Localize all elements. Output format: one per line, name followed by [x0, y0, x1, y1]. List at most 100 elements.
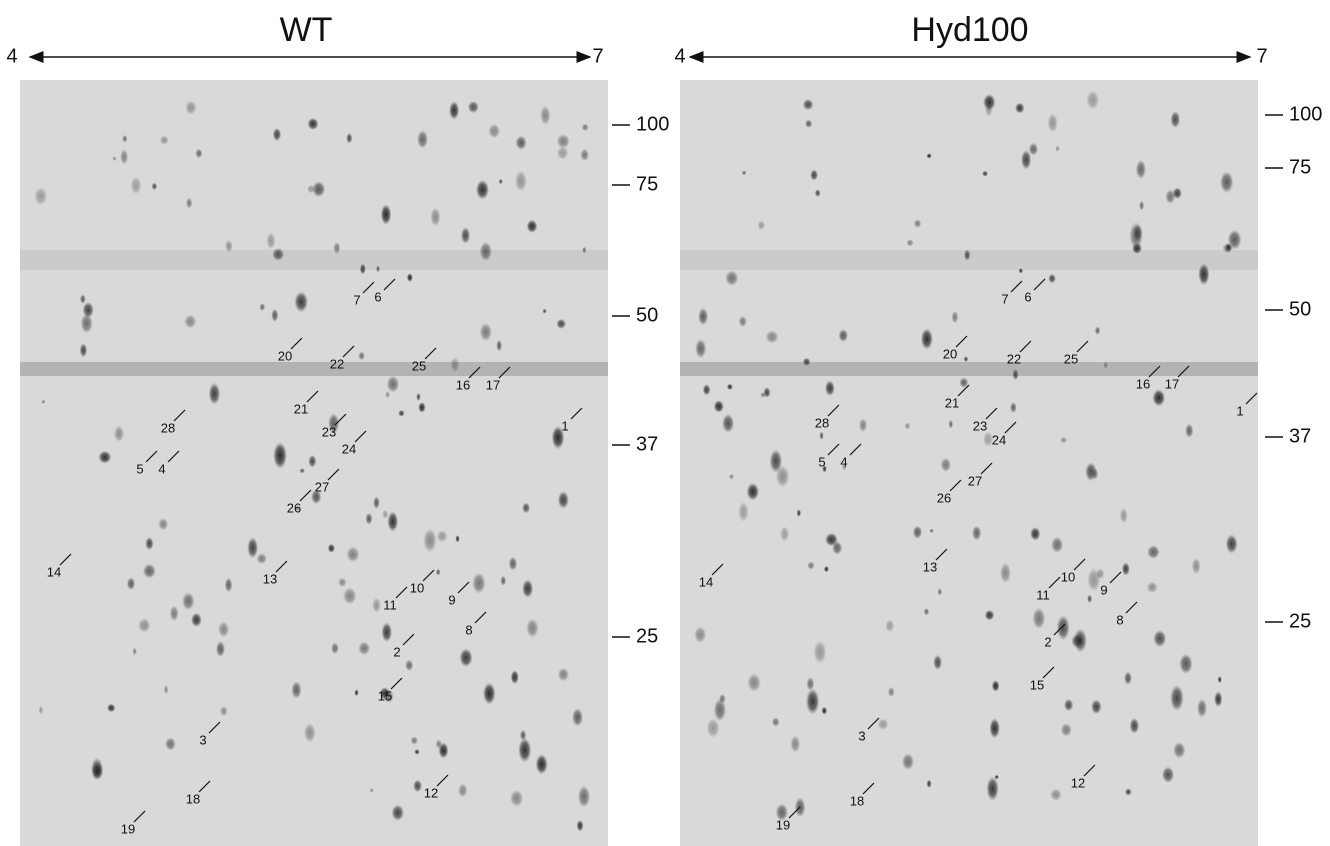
- protein-spot: [163, 685, 169, 695]
- spot-pointer: [208, 721, 221, 734]
- protein-spot: [195, 148, 203, 159]
- spot-pointer: [1004, 421, 1017, 434]
- protein-spot: [887, 686, 895, 698]
- protein-spot: [1121, 562, 1130, 576]
- protein-spot: [514, 170, 527, 192]
- protein-spot: [295, 505, 300, 511]
- spot-pointer: [985, 407, 998, 420]
- spot-label: 27: [968, 473, 982, 488]
- protein-spot: [126, 577, 136, 591]
- protein-spot: [413, 779, 423, 793]
- spot-pointer: [327, 468, 340, 481]
- protein-spot: [82, 301, 94, 318]
- spot-label: 8: [1116, 612, 1123, 627]
- protein-spot: [450, 356, 460, 373]
- spot-label: 5: [818, 454, 825, 469]
- spot-label: 13: [923, 559, 937, 574]
- protein-spot: [438, 742, 449, 759]
- spot-label: 23: [322, 424, 336, 439]
- protein-spot: [769, 449, 783, 473]
- protein-spot: [307, 184, 315, 194]
- protein-spot: [365, 512, 373, 525]
- protein-spot: [832, 540, 843, 555]
- spot-label: 3: [858, 728, 865, 743]
- protein-spot: [1060, 436, 1067, 444]
- protein-spot: [312, 181, 326, 198]
- protein-spot: [387, 511, 399, 532]
- spot-label: 5: [136, 461, 143, 476]
- protein-spot: [181, 592, 195, 611]
- protein-spot: [459, 648, 473, 668]
- protein-spot: [184, 314, 197, 329]
- protein-spot: [540, 105, 551, 126]
- protein-spot: [333, 241, 341, 255]
- protein-spot: [557, 667, 570, 682]
- spot-label: 14: [47, 564, 61, 579]
- protein-spot: [738, 315, 747, 328]
- protein-spot: [410, 736, 418, 745]
- spot-label: 1: [1236, 403, 1243, 418]
- spot-label: 12: [1071, 775, 1085, 790]
- protein-spot: [577, 785, 591, 808]
- spot-label: 15: [378, 688, 392, 703]
- protein-spot: [455, 535, 460, 543]
- spot-label: 2: [1044, 634, 1051, 649]
- protein-spot: [1135, 159, 1147, 180]
- protein-spot: [1119, 507, 1128, 524]
- protein-spot: [1028, 142, 1039, 156]
- protein-spot: [556, 318, 567, 329]
- protein-spot: [1047, 112, 1058, 133]
- protein-spot: [1012, 368, 1019, 381]
- protein-spot: [984, 609, 995, 621]
- protein-spot: [581, 123, 589, 132]
- protein-spot: [912, 525, 923, 539]
- protein-spot: [779, 526, 790, 542]
- spot-label: 25: [1064, 351, 1078, 366]
- ph-label: 7: [592, 45, 603, 67]
- protein-spot: [327, 543, 336, 553]
- protein-spot: [303, 722, 316, 743]
- protein-spot: [738, 501, 749, 523]
- spot-label: 20: [278, 348, 292, 363]
- spot-label: 17: [486, 377, 500, 392]
- protein-spot: [1198, 263, 1210, 286]
- protein-spot: [972, 525, 982, 541]
- protein-spot: [122, 134, 128, 143]
- protein-spot: [358, 351, 365, 361]
- protein-spot: [963, 249, 971, 261]
- spot-pointer: [362, 281, 375, 294]
- spot-pointer: [306, 390, 319, 403]
- protein-spot: [80, 313, 93, 334]
- protein-spot: [500, 575, 507, 586]
- protein-spot: [1139, 200, 1145, 211]
- spot-label: 18: [850, 793, 864, 808]
- protein-spot: [959, 377, 969, 388]
- protein-spot: [904, 422, 911, 430]
- protein-spot: [416, 392, 421, 401]
- spot-pointer: [1033, 278, 1046, 291]
- spot-pointer: [390, 677, 403, 690]
- protein-spot: [901, 753, 915, 771]
- protein-spot: [1129, 717, 1140, 734]
- spot-pointer: [422, 569, 435, 582]
- protein-spot: [376, 265, 381, 273]
- protein-spot: [354, 689, 359, 697]
- spot-label: 23: [973, 418, 987, 433]
- spot-pointer: [1245, 392, 1258, 405]
- spot-pointer: [1042, 666, 1055, 679]
- spot-pointer: [354, 430, 367, 443]
- spot-pointer: [1010, 280, 1023, 293]
- mw-label: 100: [636, 113, 669, 135]
- spot-pointer: [133, 810, 146, 823]
- protein-spot: [526, 219, 538, 233]
- protein-spot: [821, 706, 828, 715]
- panel-title: Hyd100: [911, 11, 1028, 49]
- protein-spot: [557, 491, 569, 509]
- protein-spot: [1124, 788, 1132, 796]
- protein-spot: [488, 123, 501, 139]
- protein-spot: [414, 749, 420, 755]
- spot-pointer: [788, 806, 801, 819]
- protein-spot: [1196, 698, 1208, 718]
- spot-label: 26: [287, 500, 301, 515]
- protein-spot: [380, 204, 392, 225]
